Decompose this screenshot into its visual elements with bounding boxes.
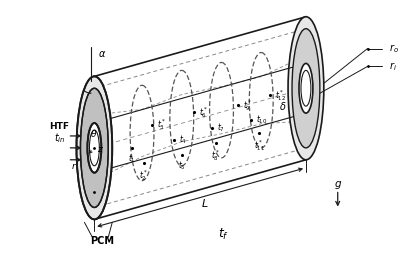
Text: $t_4$: $t_4$	[179, 134, 187, 146]
Ellipse shape	[288, 17, 324, 160]
Text: $\alpha$: $\alpha$	[98, 50, 106, 60]
Text: $L$: $L$	[201, 197, 208, 208]
Text: $t_{11}^*$: $t_{11}^*$	[254, 138, 265, 153]
Text: $t_{12}^*$: $t_{12}^*$	[275, 88, 286, 103]
Text: $t_7$: $t_7$	[216, 122, 224, 134]
Text: $t_2^*$: $t_2^*$	[140, 168, 149, 183]
Text: $g$: $g$	[334, 179, 342, 191]
Text: $t_5$: $t_5$	[178, 160, 186, 172]
Text: $t_{in}$: $t_{in}$	[54, 131, 65, 145]
Text: $\theta$: $\theta$	[90, 128, 97, 140]
Text: $z$: $z$	[97, 145, 104, 154]
Text: $t_6^*$: $t_6^*$	[199, 105, 208, 120]
Text: $t_1$: $t_1$	[128, 153, 136, 165]
Text: HTF: HTF	[50, 122, 70, 131]
Ellipse shape	[76, 76, 112, 219]
Text: $t_9^*$: $t_9^*$	[243, 98, 253, 113]
Text: $t_8^*$: $t_8^*$	[211, 148, 220, 163]
Text: $t_{10}$: $t_{10}$	[256, 114, 268, 126]
Ellipse shape	[80, 88, 108, 207]
Text: $r_i$: $r_i$	[389, 60, 397, 73]
Ellipse shape	[88, 123, 101, 173]
Text: $r$: $r$	[72, 161, 78, 171]
Text: $\delta$: $\delta$	[279, 100, 287, 112]
Ellipse shape	[292, 29, 320, 148]
Text: $r_o$: $r_o$	[389, 42, 399, 55]
Text: PCM: PCM	[90, 236, 114, 246]
Text: $t_f$: $t_f$	[218, 227, 229, 242]
Text: $t_3^*$: $t_3^*$	[157, 117, 166, 132]
Ellipse shape	[299, 63, 313, 113]
